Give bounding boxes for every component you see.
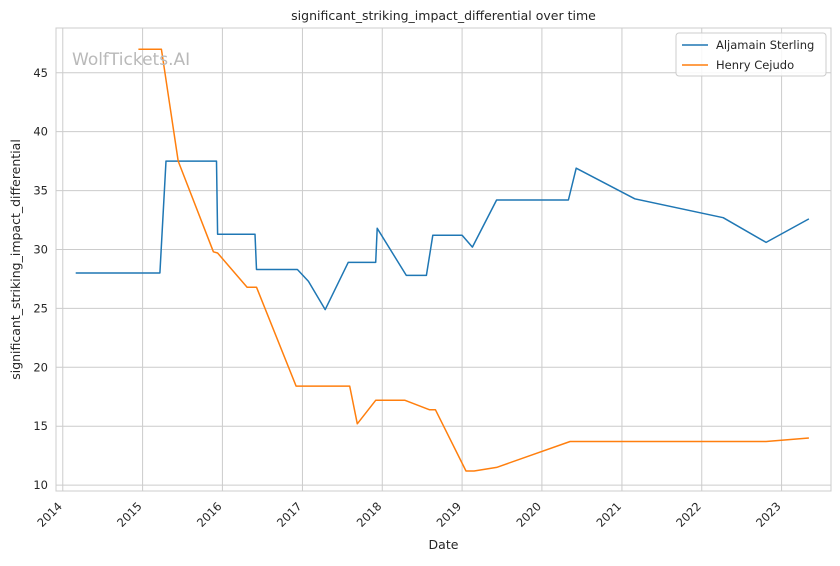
series-line-aljamain-sterling bbox=[75, 160, 810, 311]
legend-box bbox=[675, 32, 827, 77]
grid-lines bbox=[56, 28, 831, 491]
series-line-henry-cejudo bbox=[138, 48, 809, 472]
y-tick-label: 15 bbox=[33, 419, 48, 433]
plot-area-frame bbox=[55, 27, 832, 492]
chart-title: significant_striking_impact_differential… bbox=[291, 8, 596, 23]
y-tick-label: 10 bbox=[33, 478, 48, 492]
x-axis-label: Date bbox=[429, 537, 459, 552]
watermark: WolfTickets.AI bbox=[72, 50, 190, 70]
legend-label: Henry Cejudo bbox=[716, 58, 794, 72]
y-axis-label: significant_striking_impact_differential bbox=[8, 139, 23, 380]
legend-label: Aljamain Sterling bbox=[716, 38, 814, 52]
y-tick-label: 45 bbox=[33, 66, 48, 80]
y-tick-label: 40 bbox=[33, 125, 48, 139]
y-tick-label: 30 bbox=[33, 242, 48, 256]
series-lines bbox=[75, 48, 810, 472]
legend: Aljamain Sterling Henry Cejudo bbox=[675, 32, 827, 77]
y-tick-label: 20 bbox=[33, 360, 48, 374]
y-tick-label: 35 bbox=[33, 184, 48, 198]
y-tick-label: 25 bbox=[33, 301, 48, 315]
